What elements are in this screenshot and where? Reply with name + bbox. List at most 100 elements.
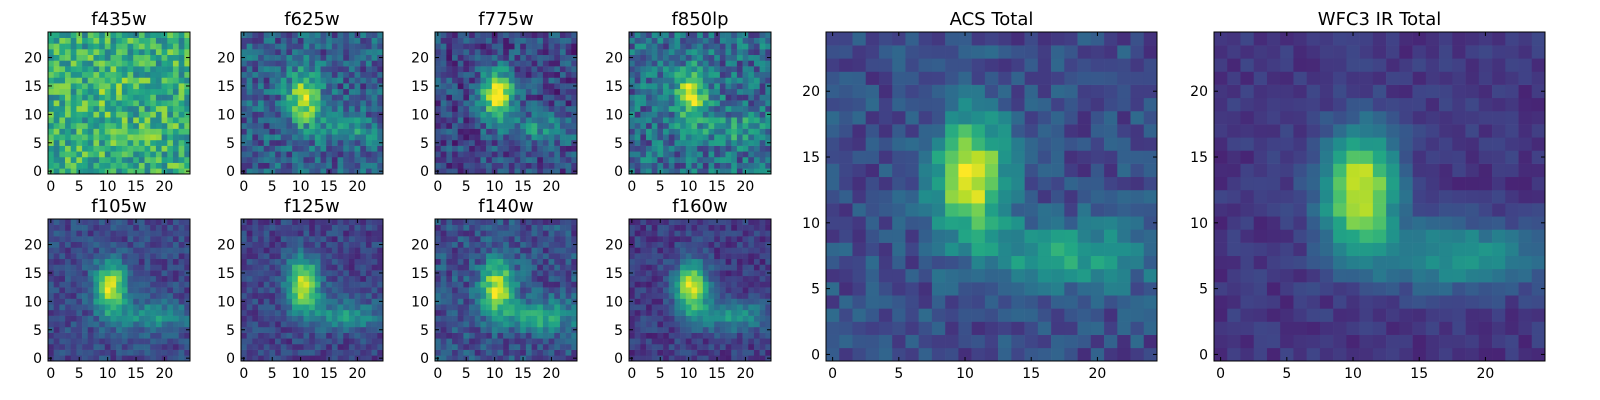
heatmap-cell xyxy=(348,304,355,311)
heatmap-cell xyxy=(646,122,653,129)
heatmap-cell xyxy=(326,43,333,50)
heatmap-cell xyxy=(59,32,66,38)
heatmap-cell xyxy=(365,270,372,277)
heatmap-cell xyxy=(252,60,259,67)
heatmap-cell xyxy=(138,287,145,294)
heatmap-cell xyxy=(474,292,481,299)
heatmap-cell xyxy=(629,162,635,169)
heatmap-cell xyxy=(371,94,378,101)
heatmap-cell xyxy=(651,287,658,294)
heatmap-cell xyxy=(742,43,749,50)
heatmap-cell xyxy=(457,224,464,231)
heatmap-cell xyxy=(59,105,66,112)
heatmap-cell xyxy=(365,258,372,265)
heatmap-cell xyxy=(463,162,470,169)
heatmap-cell xyxy=(280,343,287,350)
heatmap-cell xyxy=(657,43,664,50)
heatmap-cell xyxy=(525,338,532,345)
heatmap-cell xyxy=(87,270,94,277)
heatmap-cell xyxy=(76,54,83,61)
heatmap-cell xyxy=(275,43,282,50)
heatmap-cell xyxy=(469,281,476,288)
heatmap-cell xyxy=(559,338,566,345)
heatmap-cell xyxy=(297,71,304,78)
heatmap-cell xyxy=(753,168,760,175)
heatmap-cell xyxy=(554,139,561,146)
heatmap-cell xyxy=(691,275,698,282)
heatmap-cell xyxy=(646,71,653,78)
heatmap-cell xyxy=(634,111,641,118)
heatmap-cell xyxy=(121,88,128,95)
heatmap-cell xyxy=(491,275,498,282)
heatmap-cell xyxy=(491,241,498,248)
heatmap-cell xyxy=(736,332,743,339)
heatmap-cell xyxy=(486,258,493,265)
heatmap-cell xyxy=(531,151,538,158)
heatmap-cell xyxy=(138,66,145,73)
heatmap-cell xyxy=(269,105,276,112)
heatmap-cell xyxy=(691,281,698,288)
heatmap-cell xyxy=(548,224,555,231)
heatmap-cell xyxy=(167,343,174,350)
heatmap-cell xyxy=(354,94,361,101)
panel-title: f625w xyxy=(284,9,339,30)
heatmap-cell xyxy=(161,134,168,141)
heatmap-cell xyxy=(377,88,384,95)
heatmap-cell xyxy=(303,230,310,237)
heatmap-cell xyxy=(548,332,555,339)
heatmap-cell xyxy=(292,304,299,311)
heatmap-cell xyxy=(258,156,265,163)
heatmap-cell xyxy=(651,321,658,328)
heatmap-cell xyxy=(702,298,709,305)
heatmap-cell xyxy=(127,326,134,333)
heatmap-cell xyxy=(503,134,510,141)
heatmap-cell xyxy=(127,315,134,322)
heatmap-cell xyxy=(435,134,441,141)
heatmap-cell xyxy=(753,304,760,311)
heatmap-cell xyxy=(753,128,760,135)
heatmap-cell xyxy=(691,139,698,146)
heatmap-cell xyxy=(497,253,504,260)
heatmap-cell xyxy=(685,134,692,141)
heatmap-cell xyxy=(286,236,293,243)
heatmap-cell xyxy=(377,100,384,107)
heatmap-cell xyxy=(178,287,185,294)
heatmap-cell xyxy=(742,343,749,350)
heatmap-cell xyxy=(365,151,372,158)
heatmap-cell xyxy=(269,66,276,73)
heatmap-cell xyxy=(337,168,344,175)
heatmap-cell xyxy=(753,134,760,141)
heatmap-cell xyxy=(559,343,566,350)
heatmap-cell xyxy=(657,77,664,84)
heatmap-cell xyxy=(246,151,253,158)
heatmap-cell xyxy=(765,321,772,328)
heatmap-cell xyxy=(172,54,179,61)
heatmap-cell xyxy=(184,281,191,288)
heatmap-cell xyxy=(634,275,641,282)
heatmap-cell xyxy=(674,128,681,135)
heatmap-cell xyxy=(99,281,106,288)
heatmap-cell xyxy=(508,230,515,237)
heatmap-cell xyxy=(559,258,566,265)
heatmap-cell xyxy=(571,77,578,84)
heatmap-cell xyxy=(110,43,117,50)
heatmap-cell xyxy=(377,122,384,129)
heatmap-cell xyxy=(59,151,66,158)
heatmap-cell xyxy=(657,309,664,316)
heatmap-cell xyxy=(571,71,578,78)
heatmap-cell xyxy=(497,77,504,84)
heatmap-cell xyxy=(663,151,670,158)
heatmap-cell xyxy=(548,94,555,101)
heatmap-cell xyxy=(297,151,304,158)
heatmap-cell xyxy=(93,54,100,61)
heatmap-cell xyxy=(331,253,338,260)
heatmap-cell xyxy=(565,83,572,90)
heatmap-cell xyxy=(121,156,128,163)
heatmap-cell xyxy=(82,355,89,362)
heatmap-cell xyxy=(343,230,350,237)
heatmap-cell xyxy=(753,49,760,56)
heatmap-cell xyxy=(87,156,94,163)
heatmap-cell xyxy=(104,37,111,44)
heatmap-cell xyxy=(731,117,738,124)
